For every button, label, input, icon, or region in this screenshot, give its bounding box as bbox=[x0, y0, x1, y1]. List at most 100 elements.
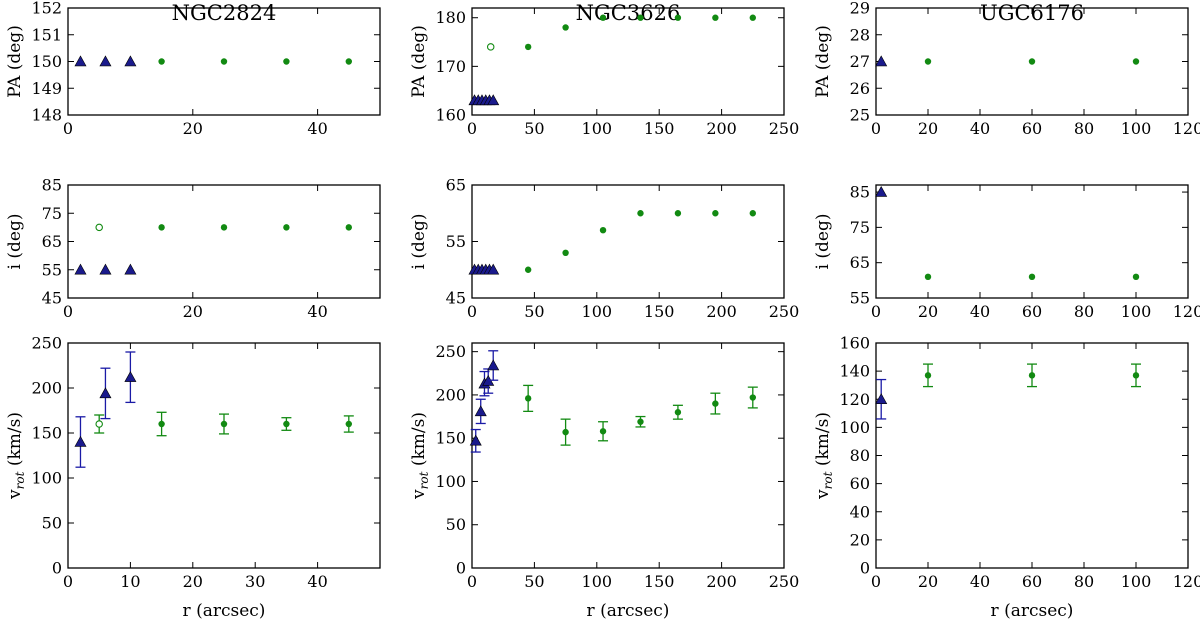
y-tick-label: 55 bbox=[850, 289, 870, 308]
x-tick-label: 250 bbox=[769, 302, 800, 321]
panel-ngc2824-pa: 0 20 40 148 149 150 151 152 NGC2824 PA (deg) bbox=[5, 0, 381, 138]
panel-ngc3626-vrot: 0 50 100 150 200 250 0 50 100 150 200 250 vrot (km/s… bbox=[409, 342, 799, 621]
data-point-triangle bbox=[99, 387, 112, 399]
panel-title: NGC2824 bbox=[172, 1, 277, 25]
data-point-circle bbox=[924, 372, 932, 379]
data-point-open-circle bbox=[95, 223, 103, 232]
plot-frame bbox=[471, 342, 785, 569]
x-tick-label: 0 bbox=[63, 119, 73, 138]
x-tick-label: 50 bbox=[524, 572, 544, 591]
panel-title: UGC6176 bbox=[980, 1, 1084, 25]
x-axis-label: r (arcsec) bbox=[991, 601, 1074, 621]
y-tick-label: 45 bbox=[446, 289, 466, 308]
data-point-circle bbox=[1028, 273, 1036, 281]
y-tick-label: 180 bbox=[435, 8, 466, 27]
x-tick-label: 40 bbox=[307, 119, 327, 138]
data-point-circle bbox=[637, 210, 644, 217]
plot-frame bbox=[471, 7, 785, 116]
data-point-circle bbox=[1132, 273, 1140, 281]
x-tick-label: 200 bbox=[706, 119, 737, 138]
data-point-triangle bbox=[875, 55, 888, 67]
x-tick-label: 100 bbox=[582, 302, 613, 321]
data-point-circle bbox=[712, 210, 719, 217]
y-tick-label: 200 bbox=[435, 385, 466, 404]
x-tick-label: 40 bbox=[307, 572, 327, 591]
x-tick-label: 40 bbox=[970, 119, 990, 138]
x-tick-label: 120 bbox=[1173, 119, 1200, 138]
panel-ngc3626-pa: 0 50 100 150 200 250 160 170 180 NGC3626 PA (deg) bbox=[409, 1, 799, 138]
panel-ngc2824-vrot: 0 10 20 30 40 0 50 100 150 200 250 vrot (km/s) r (ar… bbox=[5, 334, 381, 621]
data-point-circle bbox=[749, 14, 756, 21]
data-point-triangle bbox=[74, 263, 87, 275]
y-axis-label: PA (deg) bbox=[813, 25, 833, 98]
data-point-circle bbox=[283, 420, 290, 428]
x-tick-label: 30 bbox=[245, 572, 265, 591]
y-tick-label: 50 bbox=[42, 514, 62, 533]
data-point-triangle bbox=[124, 55, 137, 67]
data-point-circle bbox=[924, 58, 932, 65]
panel-title: NGC3626 bbox=[576, 1, 681, 25]
data-point-triangle bbox=[74, 55, 87, 67]
x-tick-label: 0 bbox=[63, 572, 73, 591]
x-tick-label: 150 bbox=[644, 119, 675, 138]
y-tick-label: 28 bbox=[850, 25, 870, 44]
x-tick-label: 0 bbox=[467, 302, 477, 321]
x-tick-label: 250 bbox=[769, 119, 800, 138]
data-point-circle bbox=[637, 418, 644, 425]
y-tick-label: 29 bbox=[850, 0, 870, 18]
data-point-circle bbox=[674, 409, 682, 416]
y-axis-label: i (deg) bbox=[409, 214, 429, 270]
y-axis-label: i (deg) bbox=[5, 214, 25, 270]
x-tick-label: 50 bbox=[524, 302, 544, 321]
y-tick-label: 85 bbox=[850, 183, 870, 202]
data-point-triangle bbox=[474, 405, 487, 417]
y-axis-label: PA (deg) bbox=[5, 25, 25, 98]
data-point-circle bbox=[749, 210, 756, 217]
y-tick-label: 148 bbox=[31, 106, 62, 125]
data-point-triangle bbox=[99, 55, 112, 67]
x-tick-label: 80 bbox=[1074, 302, 1094, 321]
y-tick-label: 27 bbox=[850, 52, 870, 71]
y-tick-label: 150 bbox=[31, 424, 62, 443]
y-tick-label: 45 bbox=[42, 289, 62, 308]
y-tick-label: 26 bbox=[850, 79, 870, 98]
x-tick-label: 20 bbox=[918, 119, 938, 138]
y-tick-label: 160 bbox=[435, 106, 466, 125]
panel-ngc3626-inclination: 0 50 100 150 200 250 45 55 65 i (deg) bbox=[409, 176, 799, 322]
x-tick-label: 20 bbox=[183, 302, 203, 321]
y-tick-label: 65 bbox=[850, 253, 870, 272]
x-tick-label: 40 bbox=[970, 572, 990, 591]
y-tick-label: 100 bbox=[435, 472, 466, 491]
data-point-triangle bbox=[99, 263, 112, 275]
x-tick-label: 20 bbox=[918, 302, 938, 321]
data-point-circle bbox=[1132, 58, 1140, 65]
data-point-circle bbox=[637, 14, 644, 21]
y-tick-label: 0 bbox=[860, 559, 870, 578]
x-tick-label: 0 bbox=[467, 119, 477, 138]
x-tick-label: 150 bbox=[644, 302, 675, 321]
panel-ugc6176-vrot: 0 20 40 60 80 100 120 0 20 40 60 80 100 120 140 160 vrot… bbox=[813, 334, 1200, 622]
x-tick-label: 120 bbox=[1173, 572, 1200, 591]
data-point-circle bbox=[712, 14, 719, 21]
x-tick-label: 60 bbox=[1022, 302, 1042, 321]
data-point-circle bbox=[712, 400, 719, 407]
panel-ugc6176-inclination: 0 20 40 60 80 100 120 55 65 75 85 i (deg) bbox=[813, 183, 1200, 321]
plot-frame bbox=[875, 184, 1189, 299]
x-tick-label: 100 bbox=[1121, 572, 1152, 591]
y-tick-label: 75 bbox=[850, 218, 870, 237]
data-point-circle bbox=[1028, 58, 1036, 65]
data-point-circle bbox=[345, 58, 352, 65]
x-tick-label: 100 bbox=[582, 572, 613, 591]
x-tick-label: 0 bbox=[871, 572, 881, 591]
x-tick-label: 80 bbox=[1074, 572, 1094, 591]
data-point-triangle bbox=[875, 185, 888, 197]
data-point-triangle bbox=[124, 263, 137, 275]
data-point-open-circle bbox=[486, 43, 495, 51]
x-tick-label: 80 bbox=[1074, 119, 1094, 138]
data-point-circle bbox=[220, 224, 228, 231]
y-axis-label: i (deg) bbox=[813, 214, 833, 270]
y-tick-label: 0 bbox=[456, 559, 466, 578]
y-tick-label: 85 bbox=[42, 176, 62, 195]
y-tick-label: 250 bbox=[31, 334, 62, 353]
